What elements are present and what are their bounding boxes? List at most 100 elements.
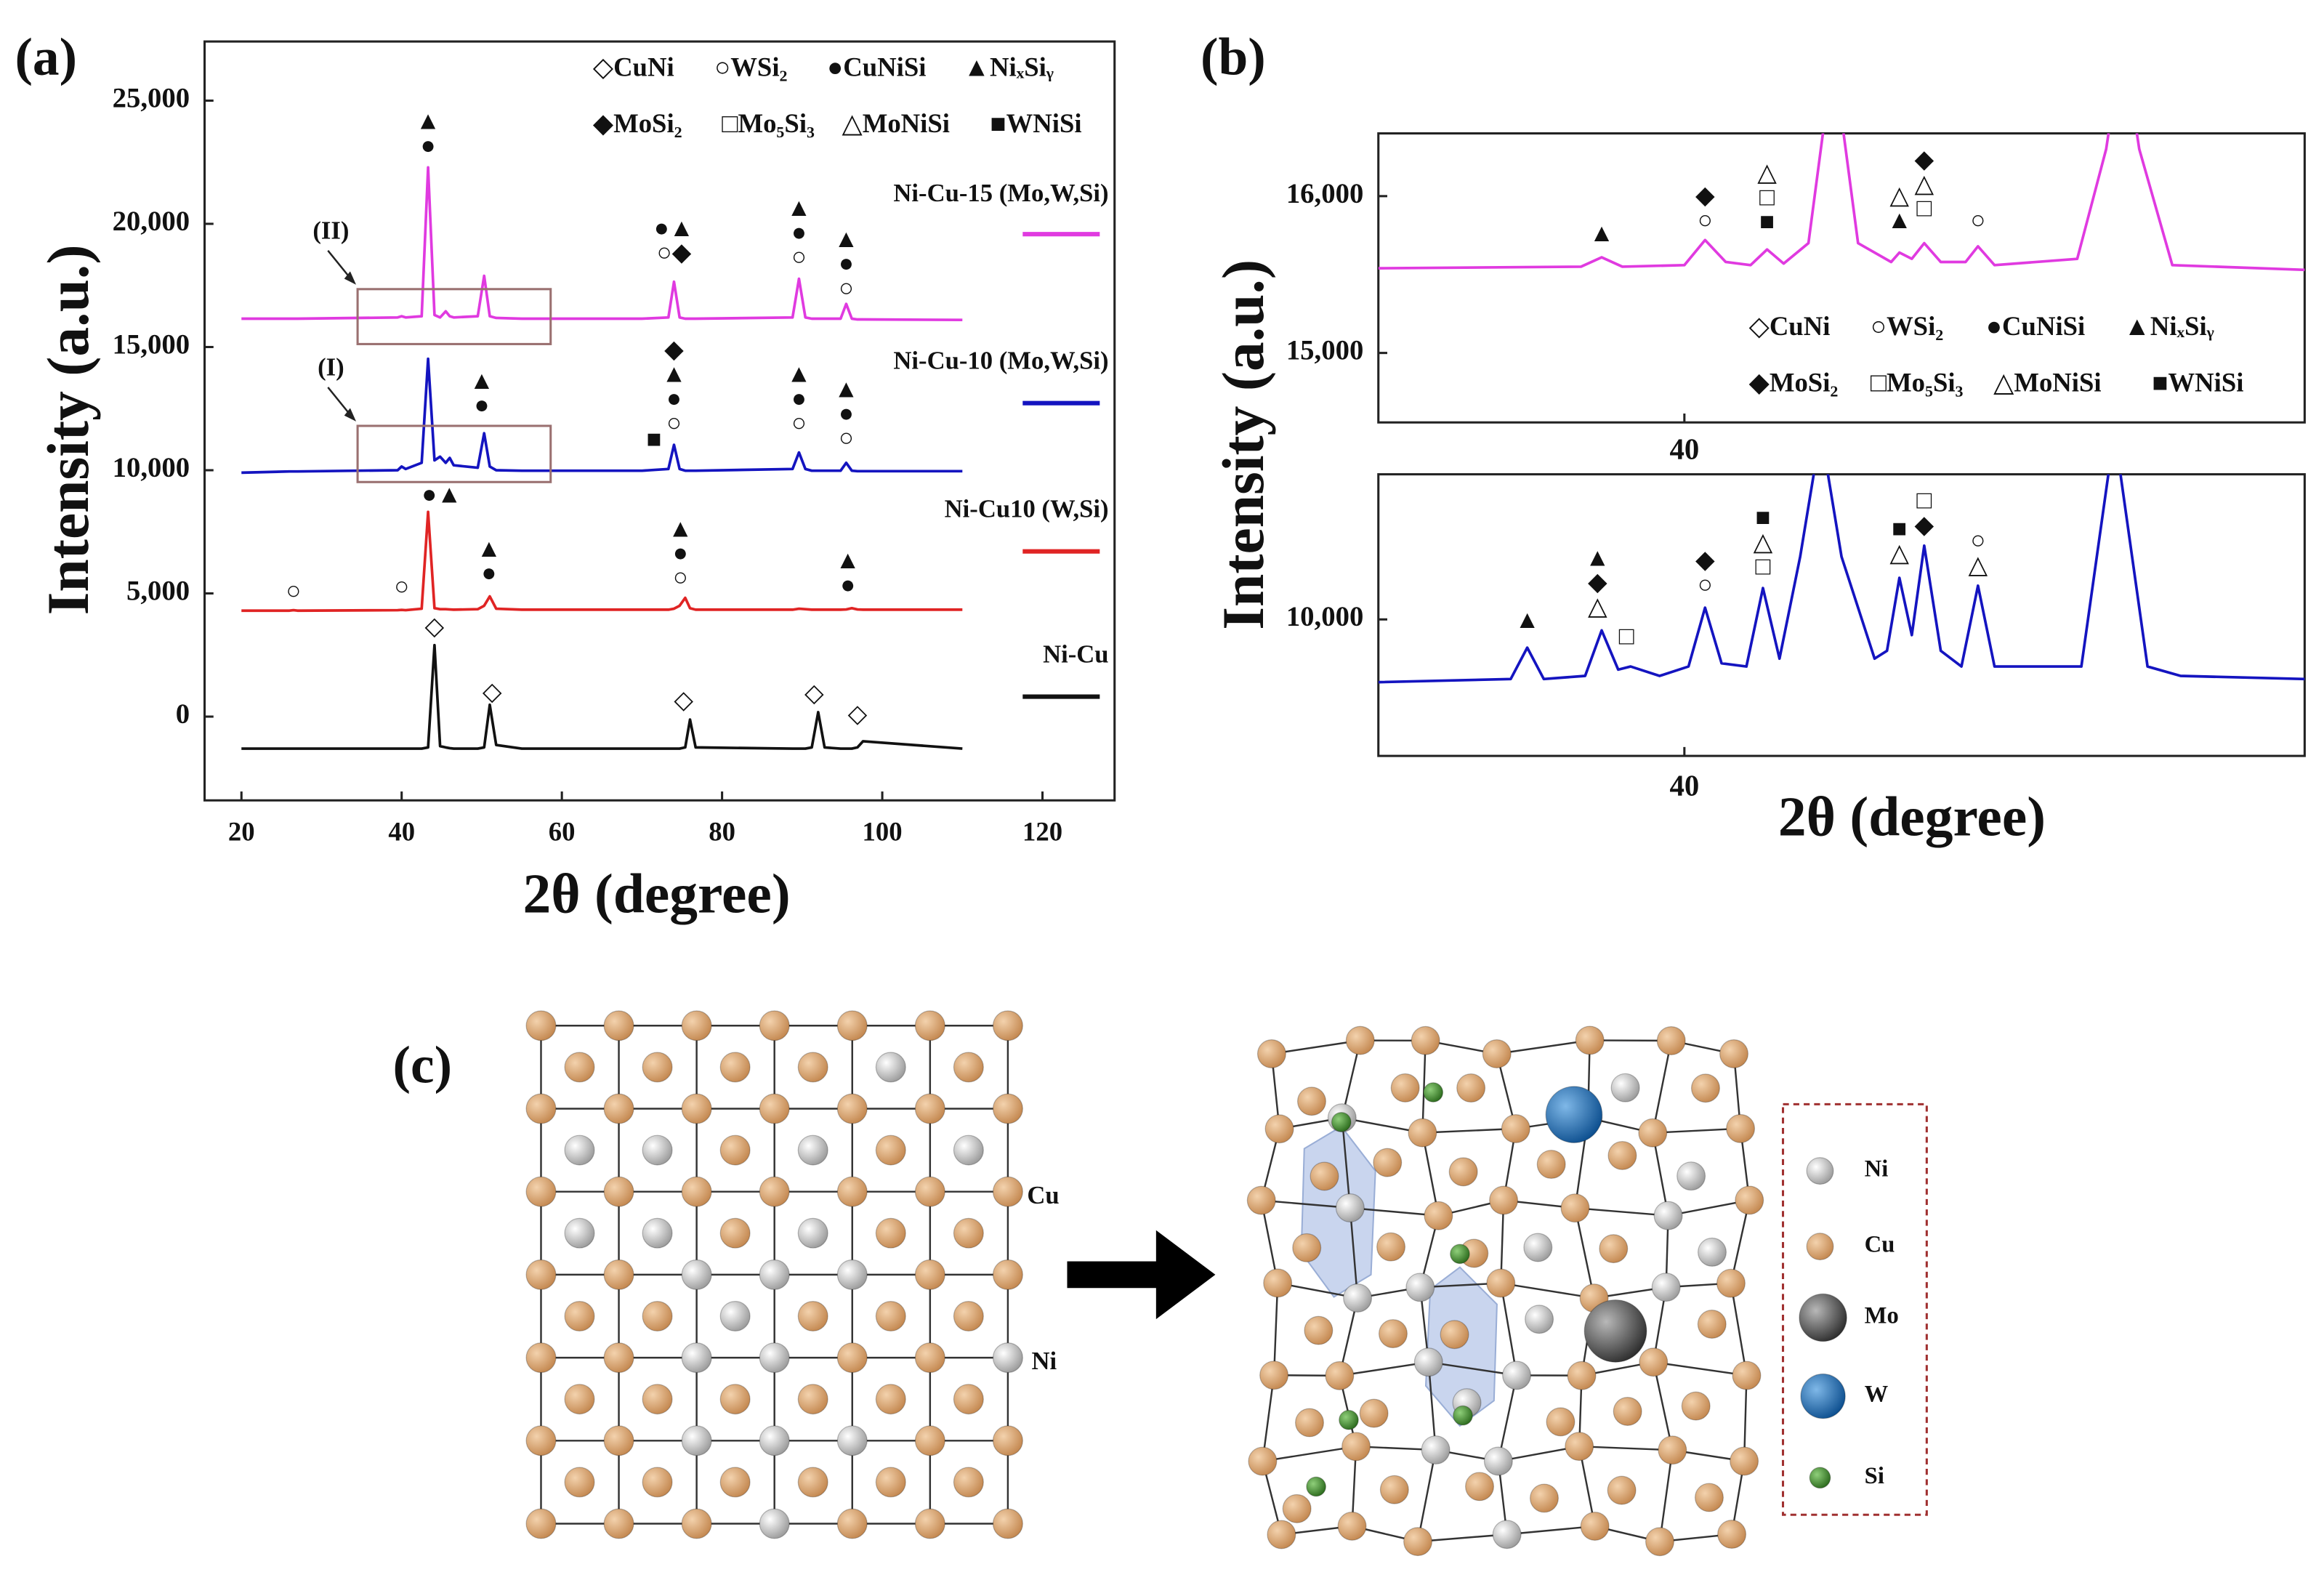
atom bbox=[1264, 1114, 1294, 1144]
atom bbox=[603, 1093, 634, 1124]
atom bbox=[719, 1217, 751, 1249]
phase-marker: △ bbox=[1889, 539, 1909, 567]
atom bbox=[759, 1010, 790, 1041]
phase-marker: □ bbox=[1755, 553, 1770, 581]
phase-marker: ▲ bbox=[836, 547, 860, 574]
panel-label: (b) bbox=[1201, 27, 1266, 86]
atom bbox=[1450, 1244, 1470, 1265]
x-tick-label: 100 bbox=[863, 817, 903, 847]
atom bbox=[1806, 1233, 1834, 1261]
atom bbox=[992, 1010, 1023, 1041]
zoom-region bbox=[356, 424, 552, 483]
atom bbox=[875, 1217, 906, 1249]
x-axis-label: 2θ (degree) bbox=[1778, 786, 2046, 848]
phase-marker: ● bbox=[791, 219, 807, 246]
atom bbox=[1379, 1475, 1409, 1504]
atom bbox=[681, 1508, 712, 1539]
atom bbox=[1337, 1511, 1367, 1541]
atom bbox=[1799, 1293, 1847, 1342]
phase-marker: ■ bbox=[646, 426, 661, 454]
atom bbox=[681, 1259, 712, 1290]
atom bbox=[642, 1134, 673, 1166]
phase-legend-item: ○WSi₂ bbox=[714, 52, 787, 81]
atom bbox=[1658, 1435, 1687, 1465]
atom bbox=[1282, 1494, 1312, 1523]
atom bbox=[603, 1342, 634, 1374]
atom bbox=[1448, 1157, 1478, 1187]
atom bbox=[1730, 1446, 1759, 1476]
atom bbox=[875, 1384, 906, 1415]
atom bbox=[642, 1300, 673, 1332]
atom bbox=[1717, 1520, 1747, 1549]
phase-legend-item: ◇CuNi bbox=[593, 52, 674, 81]
atom bbox=[1248, 1446, 1278, 1476]
phase-marker: ● bbox=[421, 132, 436, 159]
x-tick-label: 40 bbox=[1669, 432, 1699, 465]
phase-marker: ◇ bbox=[848, 700, 868, 727]
series-line bbox=[241, 357, 963, 475]
atom bbox=[525, 1508, 557, 1539]
y-tick-label: 15,000 bbox=[113, 328, 190, 360]
atom bbox=[836, 1342, 868, 1374]
atom bbox=[603, 1010, 634, 1041]
phase-marker: ○◆ bbox=[657, 238, 692, 266]
phase-marker: ◆ bbox=[1915, 511, 1934, 539]
atom bbox=[1719, 1039, 1748, 1069]
legend-label: Cu bbox=[1865, 1232, 1895, 1258]
phase-marker: ○ bbox=[673, 564, 688, 592]
y-tick-label: 0 bbox=[176, 698, 190, 730]
atom bbox=[836, 1425, 868, 1456]
atom bbox=[953, 1217, 984, 1249]
phase-marker: △ bbox=[1969, 551, 1988, 579]
x-tick-label: 120 bbox=[1022, 817, 1062, 847]
atom bbox=[1651, 1273, 1681, 1302]
atom bbox=[564, 1300, 595, 1332]
phase-marker: □ bbox=[1916, 195, 1932, 222]
legend-box bbox=[1781, 1103, 1928, 1516]
atom bbox=[1501, 1114, 1530, 1144]
phase-marker: ● bbox=[481, 559, 496, 587]
y-tick-label: 10,000 bbox=[1286, 601, 1364, 632]
phase-legend-item: ◇CuNi bbox=[1749, 311, 1831, 341]
series-line bbox=[241, 510, 963, 613]
atom bbox=[681, 1176, 712, 1207]
atom bbox=[1525, 1305, 1554, 1334]
arrow-head bbox=[1155, 1230, 1216, 1320]
atom bbox=[1565, 1432, 1594, 1462]
atom bbox=[1694, 1483, 1724, 1512]
phase-marker: ◇ bbox=[483, 678, 502, 706]
phase-marker: ◆ bbox=[1695, 182, 1715, 209]
legend-label: Ni-Cu-10 (Mo,W,Si) bbox=[893, 347, 1108, 375]
phase-marker: ■ bbox=[1892, 515, 1907, 543]
phase-legend-item: ○WSi₂ bbox=[1871, 311, 1943, 341]
atom bbox=[914, 1342, 945, 1374]
atom bbox=[992, 1425, 1023, 1456]
atom bbox=[1610, 1073, 1640, 1103]
y-tick-label: 25,000 bbox=[113, 82, 190, 113]
phase-marker: ○ bbox=[791, 243, 807, 271]
phase-marker: ■ bbox=[1755, 504, 1770, 531]
atom bbox=[1465, 1472, 1495, 1502]
y-tick-label: 5,000 bbox=[126, 575, 190, 606]
x-tick-label: 40 bbox=[388, 817, 415, 847]
atom bbox=[1599, 1234, 1629, 1264]
atom bbox=[564, 1217, 595, 1249]
region-pointer-head bbox=[344, 408, 357, 422]
atom bbox=[1304, 1315, 1334, 1345]
legend-label: Ni-Cu-15 (Mo,W,Si) bbox=[893, 180, 1108, 207]
atom bbox=[1263, 1268, 1293, 1298]
atom bbox=[1341, 1432, 1371, 1462]
atom bbox=[681, 1425, 712, 1456]
atom bbox=[836, 1093, 868, 1124]
phase-legend-item: ▲NiₓSiᵧ bbox=[2124, 311, 2214, 341]
phase-marker: ▲ bbox=[786, 194, 811, 222]
y-axis-label: Intensity (a.u.) bbox=[35, 245, 101, 616]
atom bbox=[875, 1300, 906, 1332]
atom bbox=[1413, 1347, 1443, 1377]
atom bbox=[564, 1052, 595, 1083]
atom bbox=[1345, 1025, 1375, 1055]
atom bbox=[992, 1176, 1023, 1207]
arrow bbox=[1067, 1230, 1216, 1320]
atom bbox=[953, 1134, 984, 1166]
